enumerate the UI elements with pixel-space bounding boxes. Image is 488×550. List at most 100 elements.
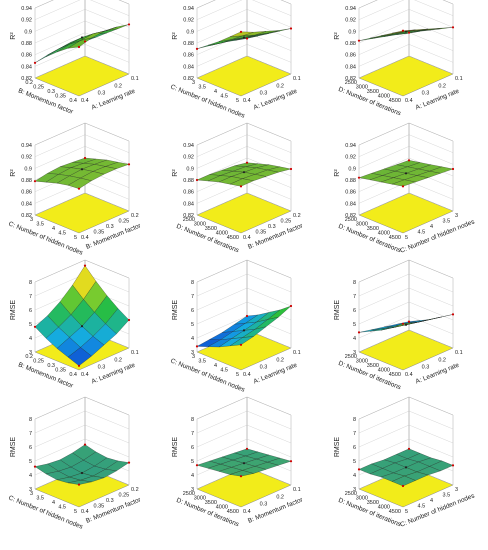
- y-tick-label: 4000: [216, 231, 228, 237]
- z-gridline: [90, 0, 130, 16]
- y-tick-label: 3500: [367, 363, 379, 369]
- y-tick-label: 4000: [378, 368, 390, 374]
- z-gridline: [252, 0, 292, 16]
- x-tick-label: 4.5: [418, 504, 426, 510]
- x-tick-label: 3.5: [443, 219, 451, 225]
- design-point: [401, 29, 405, 32]
- x-tick-label: 3: [455, 487, 458, 493]
- z-gridline: [358, 134, 410, 157]
- z-gridline: [34, 438, 86, 462]
- x-tick-label: 0.3: [98, 365, 106, 371]
- z-gridline: [408, 55, 454, 75]
- y-tick-label: 0.3: [47, 89, 55, 95]
- z-axis-label: RMSE: [334, 300, 341, 321]
- z-gridline: [408, 287, 454, 307]
- design-point: [404, 466, 408, 469]
- z-tick-label: 0.88: [21, 178, 32, 184]
- z-tick-label: 0.82: [183, 213, 194, 219]
- z-gridline: [34, 134, 86, 157]
- design-point: [195, 345, 199, 348]
- z-gridline: [84, 44, 130, 63]
- design-point: [83, 40, 87, 43]
- z-gridline: [246, 181, 292, 200]
- z-gridline: [358, 259, 410, 283]
- y-tick-label: 4: [214, 363, 217, 369]
- y-tick-label: 4000: [216, 505, 228, 511]
- z-tick-label: 0.94: [21, 143, 32, 149]
- x-tick-label: 3.5: [443, 493, 451, 499]
- z-axis-label: RMSE: [172, 300, 179, 321]
- x-tick-label: 0.3: [268, 224, 276, 230]
- design-point: [77, 364, 81, 367]
- y-tick-label: 0.2: [25, 354, 33, 360]
- design-point: [127, 23, 131, 26]
- z-gridline: [358, 273, 410, 297]
- y-tick-label: 4500: [227, 235, 239, 241]
- z-gridline: [246, 287, 292, 307]
- design-point: [407, 159, 411, 162]
- z-gridline: [84, 410, 130, 430]
- x-tick-label: 0.2: [131, 487, 139, 493]
- z-gridline: [196, 146, 248, 169]
- z-gridline: [358, 44, 410, 67]
- z-gridline: [408, 329, 454, 349]
- y-tick-label: 3.5: [198, 85, 206, 91]
- y-tick-label: 2500: [345, 491, 357, 497]
- surface-facet: [45, 44, 70, 57]
- y-tick-label: 3.5: [36, 222, 44, 228]
- design-point: [401, 484, 405, 488]
- design-point: [33, 61, 37, 64]
- design-point: [407, 31, 411, 34]
- z-gridline: [84, 55, 130, 75]
- design-point: [127, 318, 131, 322]
- y-tick-label: 4500: [389, 98, 401, 104]
- x-tick-label: 0.3: [422, 365, 430, 371]
- z-gridline: [196, 259, 248, 283]
- y-tick-label: 3: [30, 217, 33, 223]
- x-tick-label: 0.1: [455, 76, 463, 82]
- z-tick-label: 0.82: [345, 213, 356, 219]
- y-tick-label: 3: [192, 80, 195, 86]
- x-tick-label: 0.25: [281, 219, 292, 225]
- z-tick-label: 8: [191, 280, 194, 286]
- z-tick-label: 6: [29, 445, 32, 451]
- x-tick-label: 0.4: [243, 235, 251, 241]
- z-gridline: [358, 0, 405, 20]
- design-point: [242, 36, 246, 39]
- z-tick-label: 0.86: [183, 190, 194, 196]
- z-tick-label: 0.86: [21, 53, 32, 59]
- z-tick-label: 0.86: [21, 190, 32, 196]
- x-tick-label: 0.35: [256, 230, 267, 236]
- y-tick-label: 4.5: [58, 231, 66, 237]
- design-point: [404, 30, 408, 33]
- z-gridline: [358, 410, 410, 434]
- z-gridline: [358, 424, 410, 448]
- z-tick-label: 6: [29, 308, 32, 314]
- z-tick-label: 0.94: [183, 6, 194, 12]
- surface-facet: [207, 39, 232, 46]
- z-gridline: [196, 122, 248, 146]
- x-tick-label: 3: [455, 213, 458, 219]
- z-tick-label: 7: [353, 294, 356, 300]
- z-tick-label: 3: [353, 487, 356, 493]
- z-tick-label: 0.94: [183, 143, 194, 149]
- z-gridline: [196, 0, 216, 9]
- z-tick-label: 3: [29, 487, 32, 493]
- z-gridline: [196, 273, 248, 297]
- x-tick-label: 0.1: [131, 350, 139, 356]
- design-point: [245, 314, 249, 318]
- design-point: [80, 471, 84, 475]
- z-tick-label: 0.92: [21, 155, 32, 161]
- z-tick-label: 0.94: [345, 6, 356, 12]
- z-tick-label: 6: [191, 445, 194, 451]
- z-axis-label: R²: [10, 169, 17, 177]
- y-tick-label: 4500: [389, 372, 401, 378]
- z-gridline: [414, 0, 454, 16]
- design-point: [289, 27, 293, 30]
- z-gridline: [34, 192, 86, 216]
- design-point: [407, 447, 411, 450]
- z-tick-label: 5: [29, 322, 32, 328]
- design-point: [245, 37, 249, 40]
